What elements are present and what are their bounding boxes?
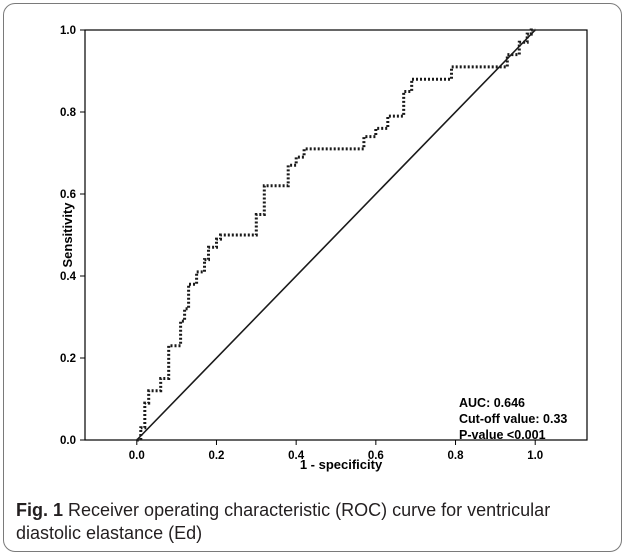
figure-caption-text: Receiver operating characteristic (ROC) … bbox=[16, 500, 551, 543]
y-tick-label: 1.0 bbox=[60, 25, 76, 37]
x-axis-label: 1 - specificity bbox=[300, 457, 383, 472]
figure-caption: Fig. 1 Receiver operating characteristic… bbox=[16, 499, 612, 545]
x-tick-label: 0.2 bbox=[208, 450, 224, 462]
y-axis: 0.0 0.2 0.4 0.6 0.8 1.0 bbox=[60, 25, 85, 447]
y-tick-label: 0.4 bbox=[60, 271, 77, 283]
x-tick-label: 1.0 bbox=[527, 450, 543, 462]
y-axis-label: Sensitivity bbox=[60, 202, 75, 268]
y-tick-label: 0.8 bbox=[60, 107, 77, 119]
y-tick-label: 0.6 bbox=[60, 189, 76, 201]
pvalue-annotation: P-value <0.001 bbox=[459, 428, 546, 442]
x-tick-label: 0.0 bbox=[129, 450, 145, 462]
x-tick-label: 0.8 bbox=[448, 450, 465, 462]
series-layer bbox=[136, 28, 536, 442]
x-axis: 0.0 0.2 0.4 0.6 0.8 1.0 bbox=[129, 440, 543, 462]
reference-diagonal bbox=[136, 29, 536, 441]
plot-border bbox=[84, 29, 588, 441]
x-tick-label: 0.6 bbox=[368, 450, 384, 462]
y-tick-label: 0.2 bbox=[60, 353, 76, 365]
figure-label: Fig. 1 bbox=[16, 500, 64, 520]
auc-annotation: AUC: 0.646 bbox=[459, 396, 525, 410]
plot-area bbox=[84, 29, 588, 441]
figure-frame bbox=[3, 3, 622, 552]
roc-curve bbox=[136, 28, 536, 442]
x-tick-label: 0.4 bbox=[288, 450, 305, 462]
cutoff-annotation: Cut-off value: 0.33 bbox=[459, 412, 567, 426]
y-tick-label: 0.0 bbox=[60, 435, 76, 447]
